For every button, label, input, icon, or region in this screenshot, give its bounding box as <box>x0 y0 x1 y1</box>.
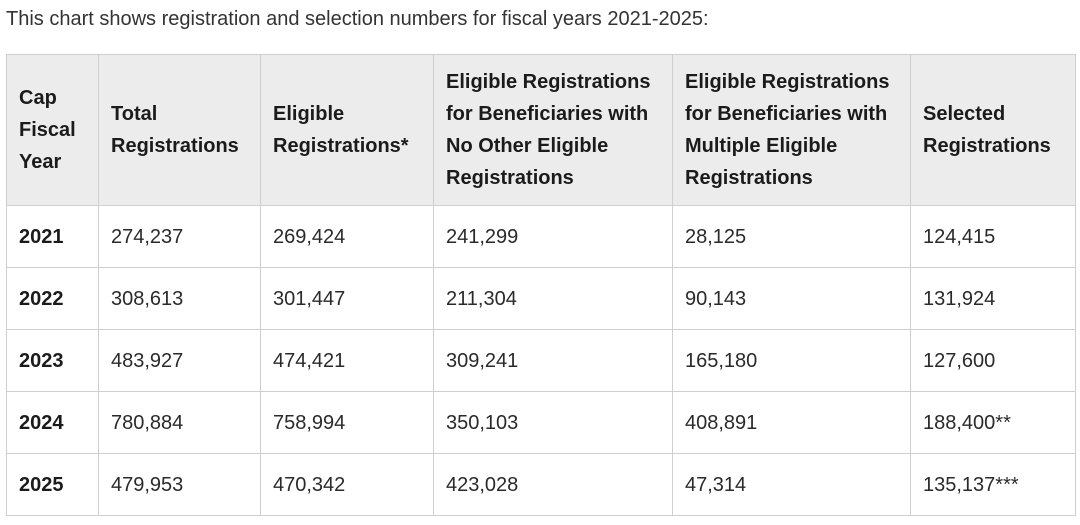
cell-no-other: 423,028 <box>433 453 673 516</box>
table-row: 2021 274,237 269,424 241,299 28,125 124,… <box>6 205 1076 268</box>
cell-multiple: 90,143 <box>672 267 911 330</box>
cell-year: 2024 <box>6 391 99 454</box>
header-eligible-registrations: Eligible Registrations* <box>260 54 434 206</box>
cell-total: 274,237 <box>98 205 261 268</box>
cell-multiple: 408,891 <box>672 391 911 454</box>
table-body: 2021 274,237 269,424 241,299 28,125 124,… <box>6 205 1076 516</box>
cell-no-other: 211,304 <box>433 267 673 330</box>
cell-eligible: 758,994 <box>260 391 434 454</box>
cell-no-other: 241,299 <box>433 205 673 268</box>
cell-no-other: 350,103 <box>433 391 673 454</box>
cell-selected: 188,400** <box>910 391 1076 454</box>
cell-total: 479,953 <box>98 453 261 516</box>
header-cap-fiscal-year: Cap Fiscal Year <box>6 54 99 206</box>
cell-selected: 127,600 <box>910 329 1076 392</box>
table-row: 2025 479,953 470,342 423,028 47,314 135,… <box>6 453 1076 516</box>
intro-text: This chart shows registration and select… <box>6 8 709 30</box>
cell-multiple: 165,180 <box>672 329 911 392</box>
cell-eligible: 470,342 <box>260 453 434 516</box>
cell-eligible: 269,424 <box>260 205 434 268</box>
cell-eligible: 474,421 <box>260 329 434 392</box>
table-header: Cap Fiscal Year Total Registrations Elig… <box>6 54 1076 206</box>
cell-selected: 131,924 <box>910 267 1076 330</box>
cell-year: 2021 <box>6 205 99 268</box>
cell-total: 780,884 <box>98 391 261 454</box>
cell-multiple: 47,314 <box>672 453 911 516</box>
cell-multiple: 28,125 <box>672 205 911 268</box>
cell-year: 2025 <box>6 453 99 516</box>
header-total-registrations: Total Registrations <box>98 54 261 206</box>
cell-year: 2022 <box>6 267 99 330</box>
cell-total: 308,613 <box>98 267 261 330</box>
header-selected-registrations: Selected Registrations <box>910 54 1076 206</box>
cell-selected: 124,415 <box>910 205 1076 268</box>
header-row: Cap Fiscal Year Total Registrations Elig… <box>6 54 1076 206</box>
table-row: 2024 780,884 758,994 350,103 408,891 188… <box>6 391 1076 454</box>
cell-selected: 135,137*** <box>910 453 1076 516</box>
header-eligible-multiple: Eligible Registrations for Beneficiaries… <box>672 54 911 206</box>
cell-year: 2023 <box>6 329 99 392</box>
registration-table: Cap Fiscal Year Total Registrations Elig… <box>6 54 1076 516</box>
table-row: 2022 308,613 301,447 211,304 90,143 131,… <box>6 267 1076 330</box>
cell-total: 483,927 <box>98 329 261 392</box>
header-eligible-no-other: Eligible Registrations for Beneficiaries… <box>433 54 673 206</box>
cell-no-other: 309,241 <box>433 329 673 392</box>
table-row: 2023 483,927 474,421 309,241 165,180 127… <box>6 329 1076 392</box>
cell-eligible: 301,447 <box>260 267 434 330</box>
